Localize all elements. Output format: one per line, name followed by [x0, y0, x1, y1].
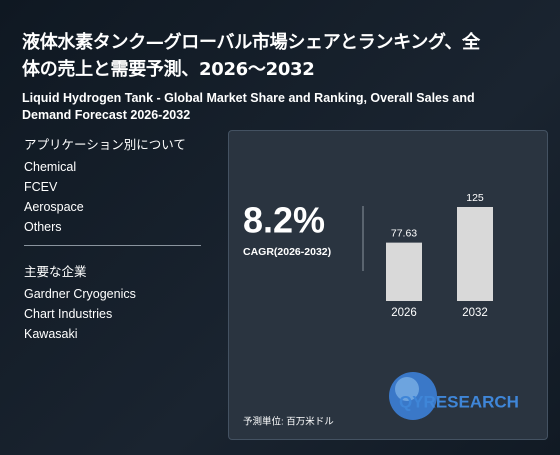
section-heading: アプリケーション別について [24, 137, 186, 152]
list-item: Others [24, 220, 62, 234]
value-label: 77.63 [391, 227, 417, 239]
category-label: 2026 [391, 307, 417, 319]
logo-highlight [395, 377, 419, 401]
category-label: 2032 [462, 307, 488, 319]
list-item: Chart Industries [24, 307, 113, 321]
subtitle-line: Demand Forecast 2026-2032 [22, 108, 191, 122]
card-chart: 8.2% CAGR(2026-2032) 77.63 2026 125 2032 QY… [243, 192, 519, 428]
logo-text: QYRESEARCH [399, 392, 519, 411]
card: 8.2% CAGR(2026-2032) 77.63 2026 125 2032 QY… [228, 130, 548, 440]
list-item: Gardner Cryogenics [24, 287, 136, 301]
cagr-value: 8.2% [243, 200, 325, 241]
cagr-label: CAGR(2026-2032) [243, 246, 331, 258]
divider [24, 245, 201, 246]
list-item: Aerospace [24, 200, 84, 214]
list-item: FCEV [24, 180, 58, 194]
title-line: 体の売上と需要予測、2026～2032 [22, 59, 315, 80]
section-heading: 主要な企業 [24, 264, 87, 279]
value-label: 125 [466, 192, 484, 204]
list-item: Kawasaki [24, 327, 78, 341]
title-line: 液体水素タンク—グローバル市場シェアとランキング、全 [22, 32, 480, 53]
bar [457, 207, 493, 301]
list-item: Chemical [24, 160, 77, 174]
bar [386, 242, 422, 301]
subtitle-line: Liquid Hydrogen Tank - Global Market Sha… [22, 91, 475, 105]
unit-note: 予測単位: 百万米ドル [243, 416, 334, 428]
